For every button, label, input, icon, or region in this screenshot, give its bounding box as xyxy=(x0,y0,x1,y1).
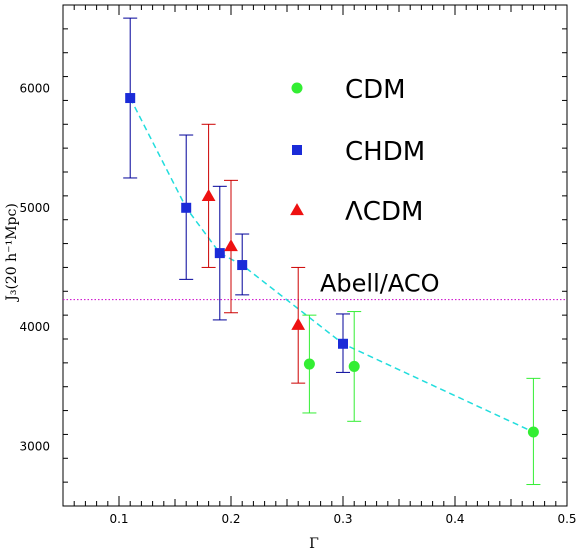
chdm-data-point xyxy=(338,338,348,349)
y-axis-label: J₃(20 h⁻¹Mpc) xyxy=(4,203,20,303)
chdm-data-point xyxy=(181,202,192,213)
x-tick-label: 0.4 xyxy=(445,512,464,526)
chdm-data-point xyxy=(214,248,225,259)
chdm-data-point xyxy=(237,260,248,271)
y-tick-label: 5000 xyxy=(19,201,50,215)
x-tick-label: 0.5 xyxy=(557,512,576,526)
cdm-data-point xyxy=(291,317,306,330)
cdm-data-point xyxy=(527,426,539,438)
cdm-data-point xyxy=(303,358,315,370)
error-bars-group xyxy=(123,17,541,486)
x-ticks-group: 0.1 0.2 0.3 0.4 0.5 xyxy=(62,5,577,526)
legend-cdm-label: ΛCDM xyxy=(345,197,423,227)
y-tick-label: 3000 xyxy=(19,439,50,453)
legend-cdm-label: CDM xyxy=(345,75,406,105)
plot-frame xyxy=(62,4,568,507)
y-tick-label: 6000 xyxy=(19,82,50,96)
cdm-data-point xyxy=(201,188,216,202)
legend-chdm-marker xyxy=(292,145,302,155)
x-tick-label: 0.3 xyxy=(333,512,352,526)
x-tick-label: 0.1 xyxy=(109,512,128,526)
chdm-data-point xyxy=(125,93,136,104)
y-ticks-group: 3000 4000 5000 6000 xyxy=(19,4,567,507)
plot-frame-group xyxy=(62,4,568,507)
cdm-data-point xyxy=(224,239,238,252)
legend: CDM CHDM ΛCDM xyxy=(290,75,425,227)
markers-group xyxy=(125,93,539,438)
legend-chdm-label: CHDM xyxy=(345,137,425,167)
fit-line xyxy=(129,97,534,433)
legend-cdm-marker xyxy=(290,203,304,216)
cdm-data-point xyxy=(348,360,360,372)
reference-line-group: Abell/ACO xyxy=(63,270,567,301)
legend-cdm-marker xyxy=(291,82,303,94)
fit-line-group xyxy=(129,97,534,433)
x-axis-label: Γ xyxy=(309,536,319,550)
abell-aco-label: Abell/ACO xyxy=(320,270,439,298)
x-tick-label: 0.2 xyxy=(221,512,240,526)
y-tick-label: 4000 xyxy=(19,320,50,334)
